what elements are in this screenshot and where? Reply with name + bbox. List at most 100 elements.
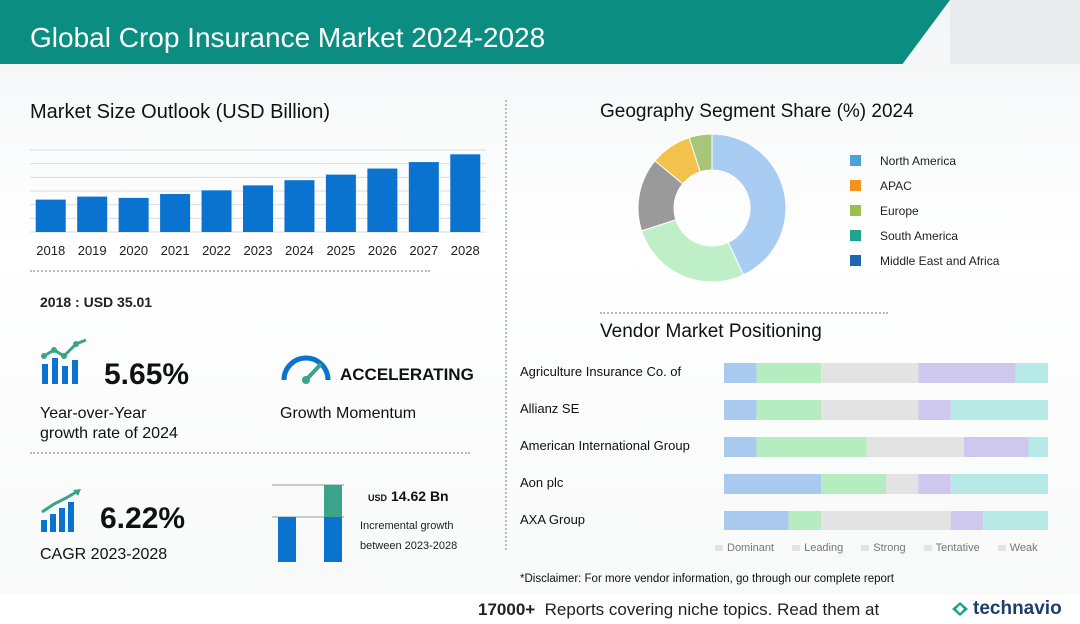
base-year-value: 2018 : USD 35.01 (40, 294, 153, 310)
header-bar (0, 0, 950, 64)
vendor-segment-strong (821, 400, 919, 420)
legend-swatch (850, 180, 861, 191)
x-tick-label: 2026 (368, 243, 397, 258)
vendor-segment-leading (756, 437, 867, 457)
cagr-value: 6.22% (100, 502, 186, 535)
vendor-name-3: American International Group (520, 438, 690, 453)
legend-swatch (850, 255, 861, 266)
geography-donut-chart (637, 133, 787, 283)
market-size-title: Market Size Outlook (USD Billion) (30, 101, 331, 123)
vendor-segment-tentative (950, 511, 984, 530)
legend-item: South America (850, 223, 999, 248)
vendor-segment-weak (1028, 437, 1048, 457)
bar-2022 (201, 190, 232, 232)
legend-swatch (850, 205, 861, 216)
vendor-segment-leading (756, 400, 822, 420)
vendor-legend-item: Tentative (923, 542, 980, 554)
footer-text: 17000+ Reports covering niche topics. Re… (478, 600, 879, 620)
vendor-legend-item: Dominant (715, 542, 774, 554)
vendor-segment-strong (821, 511, 951, 530)
vendor-segment-weak (950, 474, 1048, 494)
legend-item: APAC (850, 173, 999, 198)
legend-swatch (850, 230, 861, 241)
legend-label: Middle East and Africa (880, 253, 1000, 268)
legend-label: North America (880, 153, 957, 168)
vendor-legend: Dominant Leading Strong Tentative Weak (715, 542, 1056, 554)
vendor-segment-weak (950, 400, 1048, 420)
x-tick-label: 2028 (451, 243, 480, 258)
technavio-logo[interactable]: technavio (950, 598, 1062, 620)
x-tick-label: 2023 (244, 243, 273, 258)
divider-line (30, 270, 430, 272)
x-tick-label: 2021 (161, 243, 190, 258)
legend-item: North America (850, 148, 999, 173)
x-tick-label: 2025 (326, 243, 355, 258)
legend-label: APAC (880, 178, 912, 193)
bar-2021 (160, 194, 191, 232)
vendor-legend-item: Leading (792, 542, 843, 554)
vendor-name-5: AXA Group (520, 512, 586, 527)
vertical-divider (505, 100, 507, 550)
x-tick-label: 2022 (202, 243, 231, 258)
legend-label: South America (880, 228, 959, 243)
footer-count: 17000+ (478, 600, 536, 619)
geography-title: Geography Segment Share (%) 2024 (600, 101, 914, 122)
bar-2028 (450, 154, 481, 232)
bar-2018 (35, 199, 66, 232)
incremental-amount: 14.62 Bn (391, 488, 449, 504)
vendor-segment-dominant (724, 363, 757, 383)
vendor-segment-strong (866, 437, 964, 457)
header-right-panel (950, 0, 1080, 64)
vendor-segment-leading (788, 511, 822, 530)
donut-slice-europe (640, 219, 745, 283)
legend-item: Middle East and Africa (850, 248, 999, 273)
bar-2026 (367, 168, 398, 232)
bar-2024 (284, 180, 315, 232)
market-size-bar-chart: 2018 2019 2020 2021 2022 2023 2024 2025 2026 2027… (30, 149, 486, 258)
vendor-segment-dominant (724, 511, 789, 530)
incremental-label-line1: Incremental growth (360, 520, 454, 532)
vendor-legend-item: Weak (997, 542, 1038, 554)
donut-slice-middle-east-and-africa (688, 133, 713, 173)
footer (0, 594, 1080, 624)
technavio-logo-icon (952, 602, 968, 616)
vendor-segment-strong (886, 474, 919, 494)
vendor-segment-dominant (724, 474, 822, 494)
vendor-segment-weak (983, 511, 1048, 530)
legend-label: Europe (880, 203, 919, 218)
divider-line (30, 452, 470, 454)
legend-swatch (850, 155, 861, 166)
x-tick-label: 2018 (36, 243, 65, 258)
vendor-name-2: Allianz SE (520, 401, 580, 416)
vendor-segment-leading (756, 363, 822, 383)
x-tick-label: 2024 (285, 243, 314, 258)
momentum-label: Growth Momentum (280, 405, 417, 422)
bar-2019 (77, 196, 108, 232)
cagr-label: CAGR 2023-2028 (40, 546, 168, 563)
momentum-value: ACCELERATING (340, 365, 474, 384)
vendor-name-1: Agriculture Insurance Co. of (520, 364, 682, 379)
x-tick-label: 2020 (119, 243, 148, 258)
brand-name: technavio (973, 598, 1062, 619)
vendor-segment-tentative (918, 363, 1016, 383)
x-tick-label: 2019 (78, 243, 107, 258)
yoy-label-line2: growth rate of 2024 (40, 425, 178, 442)
growth-chart-icon (41, 338, 87, 384)
vendor-positioning-chart (724, 363, 1048, 530)
incremental-value: USD 14.62 Bn (368, 488, 449, 504)
bar-2027 (408, 162, 439, 232)
vendor-segment-leading (821, 474, 886, 494)
yoy-growth-value: 5.65% (104, 358, 190, 391)
bar-2020 (118, 197, 149, 232)
vendor-name-4: Aon plc (520, 475, 564, 490)
legend-item: Europe (850, 198, 999, 223)
vendor-segment-dominant (724, 400, 757, 420)
page-title: Global Crop Insurance Market 2024-2028 (30, 22, 546, 53)
bar-2023 (243, 185, 273, 232)
bar-2025 (325, 174, 356, 232)
vendor-segment-tentative (918, 474, 951, 494)
vendor-segment-dominant (724, 437, 757, 457)
geography-legend: North America APAC Europe South America Midd… (850, 148, 999, 273)
incremental-currency: USD (368, 493, 388, 503)
